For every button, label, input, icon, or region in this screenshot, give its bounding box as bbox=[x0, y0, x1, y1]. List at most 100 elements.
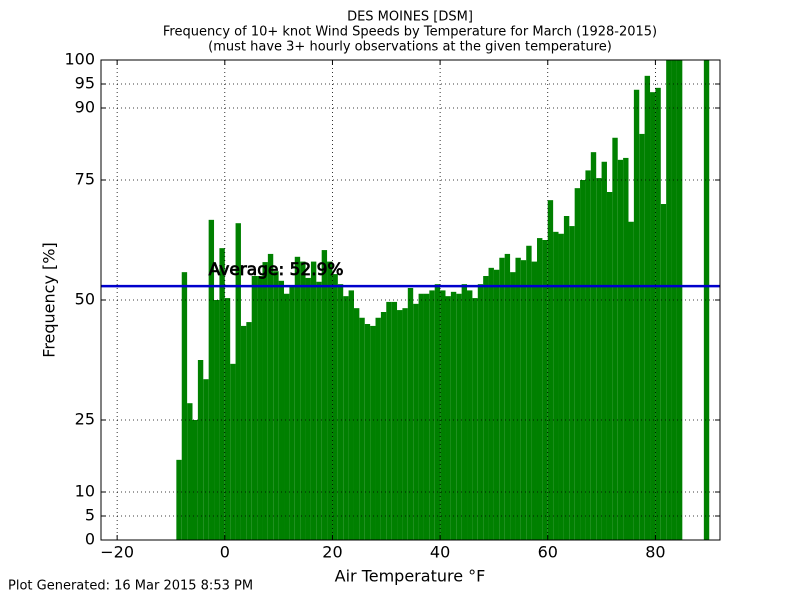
bar bbox=[310, 261, 317, 540]
bar bbox=[321, 250, 328, 540]
y-tick-label: 0 bbox=[85, 530, 95, 549]
bar bbox=[650, 92, 656, 540]
bar bbox=[418, 293, 424, 540]
bar bbox=[429, 290, 435, 540]
x-axis-label: Air Temperature °F bbox=[335, 567, 486, 586]
bar bbox=[434, 284, 441, 540]
bar bbox=[639, 133, 645, 541]
y-tick-label: 50 bbox=[75, 290, 95, 309]
bar bbox=[176, 459, 182, 540]
bar bbox=[353, 308, 360, 540]
bar bbox=[316, 281, 322, 540]
y-tick-label: 75 bbox=[75, 170, 95, 189]
bar bbox=[305, 277, 311, 540]
bar bbox=[628, 221, 634, 540]
bar bbox=[386, 301, 392, 540]
bar bbox=[612, 137, 618, 540]
bar bbox=[273, 271, 279, 540]
bar bbox=[488, 267, 494, 540]
chart-title: DES MOINES [DSM] bbox=[347, 10, 473, 25]
bar bbox=[563, 216, 570, 540]
bar bbox=[267, 253, 274, 541]
bar bbox=[633, 89, 640, 540]
y-axis-label: Frequency [%] bbox=[40, 242, 59, 357]
bar bbox=[208, 219, 215, 540]
bar bbox=[617, 159, 624, 540]
bar bbox=[337, 284, 344, 540]
y-tick-label: 95 bbox=[75, 74, 95, 93]
bar bbox=[257, 276, 263, 540]
bar bbox=[214, 300, 220, 540]
bar bbox=[343, 296, 349, 540]
bar bbox=[623, 157, 629, 541]
bar bbox=[289, 285, 295, 540]
footer: Plot Generated: 16 Mar 2015 8:53 PM bbox=[8, 579, 253, 594]
bar bbox=[703, 60, 710, 540]
bar bbox=[203, 379, 209, 540]
bar bbox=[375, 317, 381, 540]
bar bbox=[397, 310, 403, 540]
bar bbox=[359, 317, 365, 540]
bar bbox=[601, 161, 607, 540]
bar bbox=[445, 296, 451, 540]
bar bbox=[402, 308, 408, 540]
bar bbox=[585, 170, 591, 540]
bar bbox=[472, 298, 478, 540]
bar bbox=[655, 87, 661, 540]
y-tick-label: 100 bbox=[64, 50, 95, 69]
bar bbox=[332, 274, 338, 540]
average-label: Average: 52.9% bbox=[209, 260, 344, 280]
bar bbox=[197, 360, 204, 540]
bar bbox=[504, 253, 511, 541]
x-tick-label: 80 bbox=[645, 543, 665, 562]
bar bbox=[590, 152, 597, 540]
bar bbox=[542, 240, 548, 540]
bar bbox=[467, 290, 473, 540]
bar bbox=[493, 269, 500, 540]
bar bbox=[294, 256, 301, 540]
x-tick-label: 60 bbox=[538, 543, 558, 562]
bar bbox=[666, 60, 672, 540]
bar bbox=[499, 257, 505, 540]
bar bbox=[510, 272, 516, 540]
bar bbox=[526, 245, 532, 540]
x-tick-label: 40 bbox=[430, 543, 450, 562]
x-tick-label: 20 bbox=[322, 543, 342, 562]
bar bbox=[477, 284, 484, 540]
bar bbox=[574, 188, 581, 540]
bar bbox=[423, 293, 430, 540]
bar bbox=[348, 290, 354, 540]
y-tick-label: 10 bbox=[75, 482, 95, 501]
bar bbox=[461, 284, 468, 540]
bar bbox=[520, 260, 527, 540]
bar bbox=[483, 276, 489, 540]
bar bbox=[531, 261, 537, 540]
bar bbox=[569, 226, 575, 540]
bar bbox=[391, 301, 398, 540]
bar bbox=[380, 312, 387, 540]
bar bbox=[235, 223, 241, 540]
chart-note: (must have 3+ hourly observations at the… bbox=[208, 40, 612, 55]
bar bbox=[596, 178, 602, 540]
bar bbox=[660, 204, 667, 540]
bar bbox=[413, 303, 419, 540]
y-tick-label: 90 bbox=[75, 98, 95, 117]
bar bbox=[580, 180, 586, 540]
bar bbox=[284, 293, 290, 540]
bar bbox=[251, 276, 258, 540]
bar bbox=[515, 257, 521, 540]
bar bbox=[219, 248, 225, 540]
bar bbox=[547, 200, 554, 540]
bar bbox=[606, 192, 613, 540]
bar bbox=[181, 272, 188, 540]
bar bbox=[558, 233, 564, 540]
bar bbox=[240, 325, 247, 540]
y-tick-label: 25 bbox=[75, 410, 95, 429]
x-tick-label: −20 bbox=[100, 543, 134, 562]
bar bbox=[553, 231, 559, 540]
plot-area: Average: 52.9% 0 5 10 25 50 75 90 95 100 −20 0 20 40 6… bbox=[64, 50, 721, 562]
bar bbox=[300, 261, 306, 540]
bar bbox=[224, 298, 231, 540]
bar bbox=[327, 261, 333, 540]
bar bbox=[230, 363, 236, 540]
